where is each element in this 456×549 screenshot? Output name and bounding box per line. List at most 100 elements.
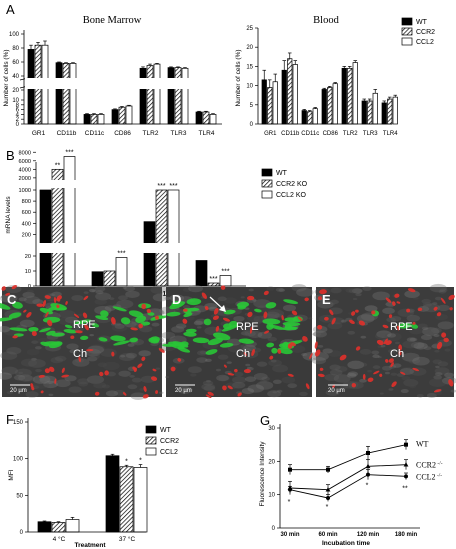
red-stain (212, 315, 219, 320)
tissue-texture (182, 287, 192, 292)
tissue-texture (401, 376, 411, 381)
green-stain (91, 323, 100, 328)
tissue-texture (432, 302, 438, 305)
tissue-texture (351, 288, 363, 294)
label-rpe-d: RPE (236, 321, 259, 333)
green-stain (265, 302, 277, 309)
tissue-texture (94, 286, 106, 292)
red-stain (406, 308, 411, 313)
tissue-texture (0, 295, 6, 299)
tissue-texture (377, 345, 384, 349)
y-tick-label: 5 (250, 103, 254, 109)
point-ccr2-1 (325, 487, 331, 492)
bar-ccr2-4 (347, 67, 353, 125)
tissue-texture (272, 379, 282, 385)
red-stain (382, 324, 389, 329)
green-stain (169, 301, 186, 310)
red-stain (247, 295, 255, 301)
tissue-texture (39, 375, 57, 385)
legend-label-wt: WT (276, 170, 288, 177)
red-stain (207, 391, 214, 396)
chart-title-blood: Blood (313, 15, 339, 26)
red-stain (351, 382, 357, 388)
red-stain (223, 364, 227, 368)
tissue-texture (190, 373, 197, 377)
tissue-texture (352, 297, 358, 301)
red-stain (61, 367, 65, 374)
category-label-6: TLR4 (199, 130, 215, 137)
point-ccr2-2 (365, 463, 371, 469)
sig-marker-ccl2-2: *** (169, 183, 177, 190)
bar-ccl2-1 (133, 467, 148, 533)
red-stain (277, 349, 282, 354)
legend-swatch-wt (145, 425, 157, 434)
tissue-texture (18, 374, 33, 382)
series-line-ccr2 (289, 464, 407, 491)
legend-swatch-ccr2 (261, 179, 273, 188)
tissue-texture (199, 350, 207, 355)
red-stain (398, 351, 402, 356)
bar-wt-4 (341, 67, 347, 125)
series-label-ccr2: CCR2 -/- (416, 461, 443, 470)
red-stain (440, 297, 446, 304)
tissue-texture (26, 348, 40, 356)
tissue-texture (13, 374, 26, 381)
green-stain (0, 317, 13, 322)
bar-wt-2 (143, 221, 156, 287)
tissue-texture (246, 366, 252, 370)
tissue-texture (49, 293, 56, 297)
green-stain (28, 326, 39, 332)
bar-wt-6 (381, 102, 387, 125)
legend-swatch-wt (401, 17, 413, 26)
category-label-2: 120 min (357, 532, 380, 538)
green-stain (237, 305, 247, 310)
red-stain (222, 385, 227, 391)
legend-swatch-wt (261, 168, 273, 177)
y-axis-label-blood: Number of cells (%) (235, 49, 242, 106)
red-stain (53, 296, 57, 304)
tissue-texture (127, 343, 135, 347)
tissue-texture (347, 371, 359, 377)
red-stain (379, 373, 383, 377)
tissue-texture (22, 291, 35, 299)
tissue-texture (127, 384, 138, 390)
y-tick-label: 150 (13, 420, 24, 426)
green-stain (271, 347, 278, 354)
red-stain (86, 348, 94, 352)
tissue-texture (333, 374, 351, 383)
tissue-texture (340, 385, 349, 389)
green-stain (120, 317, 131, 325)
tissue-texture (359, 378, 367, 383)
red-stain (54, 378, 57, 385)
bar-ccl2-4 (352, 62, 358, 125)
tissue-texture (313, 330, 327, 338)
red-stain (130, 327, 138, 331)
tissue-texture (54, 355, 67, 362)
tissue-texture (359, 348, 372, 355)
legend-label-ccr2: CCR2 (416, 29, 435, 36)
tissue-texture (386, 317, 396, 323)
bar-ccr2-2 (90, 114, 98, 125)
green-stain (223, 309, 236, 315)
y-tick-label: 50 (16, 493, 23, 499)
tissue-texture (18, 297, 27, 302)
tissue-texture (155, 367, 161, 370)
tissue-texture (413, 342, 428, 350)
y-tick-label: 100 (13, 457, 24, 463)
green-stain (268, 324, 285, 330)
tissue-texture (329, 364, 341, 371)
green-stain (39, 327, 51, 333)
red-stain (396, 325, 400, 331)
red-stain (132, 366, 137, 371)
tissue-texture (0, 372, 13, 380)
tissue-texture (367, 369, 373, 373)
tissue-texture (196, 326, 202, 329)
red-stain (309, 352, 313, 360)
sig-marker-ccr2-1: * (125, 458, 128, 465)
red-stain (358, 320, 366, 326)
red-stain (213, 307, 219, 315)
tissue-texture (384, 332, 402, 342)
tissue-texture (232, 381, 246, 389)
green-stain (110, 335, 126, 342)
red-stain (31, 331, 37, 337)
